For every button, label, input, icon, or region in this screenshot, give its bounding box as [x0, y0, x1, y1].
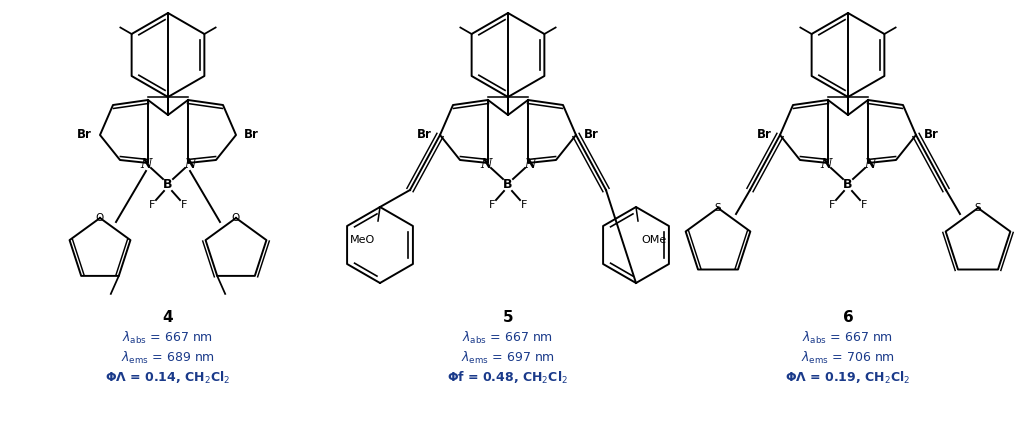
Text: Br: Br: [244, 129, 259, 141]
Text: $\mathit{\lambda}_{\mathrm{abs}}$ = 667 nm: $\mathit{\lambda}_{\mathrm{abs}}$ = 667 …: [803, 330, 893, 346]
Text: F: F: [829, 200, 835, 210]
Text: B: B: [843, 178, 853, 191]
Text: 5: 5: [502, 310, 514, 326]
Text: Br: Br: [417, 129, 432, 141]
Text: OMe: OMe: [641, 235, 666, 245]
Text: $\mathit{\lambda}_{\mathrm{ems}}$ = 697 nm: $\mathit{\lambda}_{\mathrm{ems}}$ = 697 …: [461, 350, 555, 366]
Text: Br: Br: [77, 129, 92, 141]
Text: N: N: [480, 159, 491, 172]
Text: $\mathit{\lambda}_{\mathrm{abs}}$ = 667 nm: $\mathit{\lambda}_{\mathrm{abs}}$ = 667 …: [123, 330, 213, 346]
Text: B: B: [163, 178, 173, 191]
Text: 4: 4: [162, 310, 174, 326]
Text: $\mathit{\lambda}_{\mathrm{ems}}$ = 689 nm: $\mathit{\lambda}_{\mathrm{ems}}$ = 689 …: [121, 350, 215, 366]
Text: F: F: [861, 200, 867, 210]
Text: Br: Br: [924, 129, 939, 141]
Text: N: N: [140, 159, 151, 172]
Text: F: F: [181, 200, 187, 210]
Text: $\mathit{\lambda}_{\mathrm{ems}}$ = 706 nm: $\mathit{\lambda}_{\mathrm{ems}}$ = 706 …: [801, 350, 895, 366]
Text: Br: Br: [584, 129, 599, 141]
Text: O: O: [95, 213, 105, 223]
Text: Br: Br: [757, 129, 772, 141]
Text: N: N: [185, 159, 196, 172]
Text: $\boldsymbol{\Phi\Lambda}$ = 0.14, CH$_{2}$Cl$_{2}$: $\boldsymbol{\Phi\Lambda}$ = 0.14, CH$_{…: [106, 370, 230, 386]
Text: F: F: [489, 200, 495, 210]
Text: S: S: [715, 203, 722, 213]
Text: N: N: [820, 159, 831, 172]
Text: F: F: [521, 200, 527, 210]
Text: MeO: MeO: [350, 235, 375, 245]
Text: S: S: [974, 203, 982, 213]
Text: $\boldsymbol{\Phi\Lambda}$ = 0.19, CH$_{2}$Cl$_{2}$: $\boldsymbol{\Phi\Lambda}$ = 0.19, CH$_{…: [786, 370, 910, 386]
Text: N: N: [525, 159, 536, 172]
Text: $\boldsymbol{\Phi}$f = 0.48, CH$_{2}$Cl$_{2}$: $\boldsymbol{\Phi}$f = 0.48, CH$_{2}$Cl$…: [448, 370, 568, 386]
Text: F: F: [149, 200, 155, 210]
Text: O: O: [231, 213, 241, 223]
Text: 6: 6: [842, 310, 854, 326]
Text: $\mathit{\lambda}_{\mathrm{abs}}$ = 667 nm: $\mathit{\lambda}_{\mathrm{abs}}$ = 667 …: [463, 330, 553, 346]
Text: B: B: [503, 178, 513, 191]
Text: N: N: [865, 159, 876, 172]
